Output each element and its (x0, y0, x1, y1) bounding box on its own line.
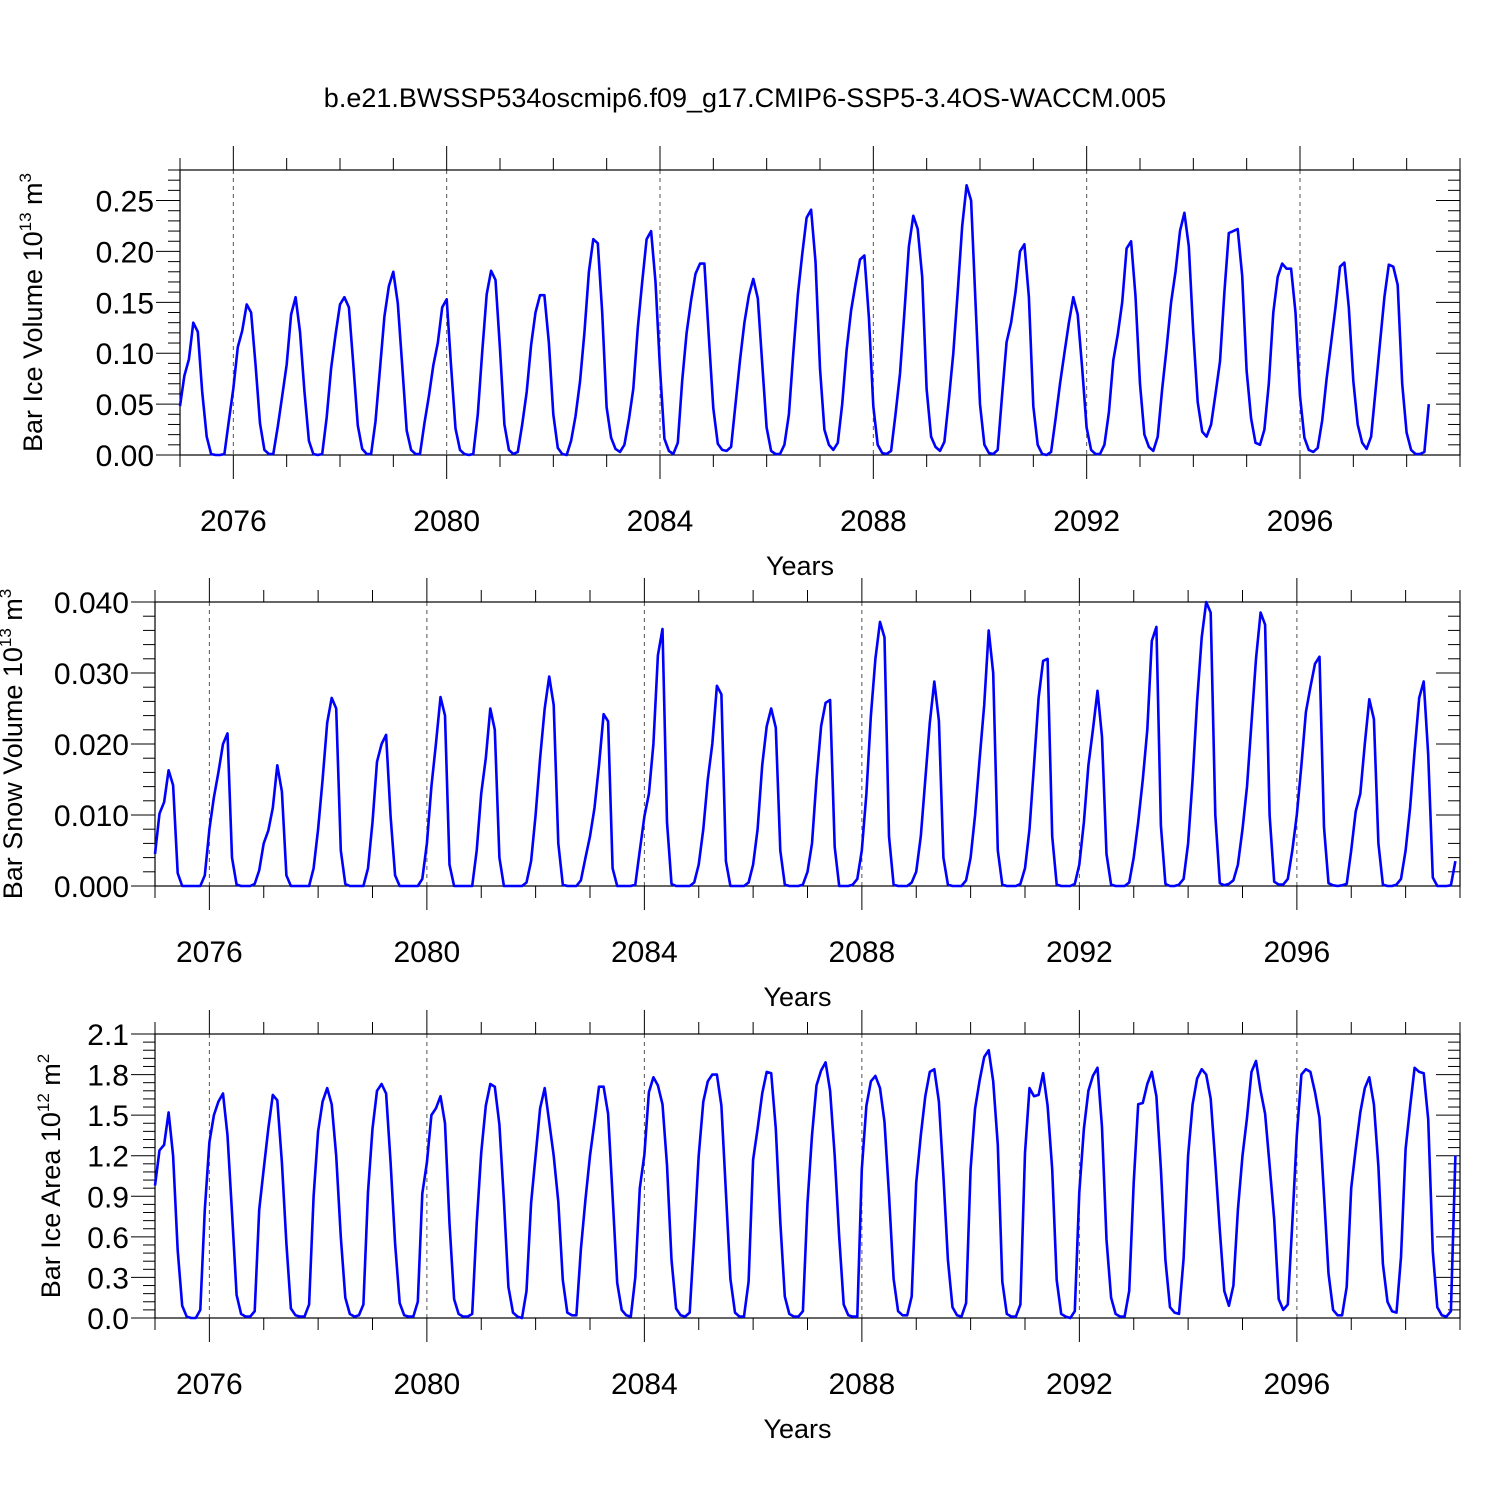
chart-title: b.e21.BWSSP534oscmip6.f09_g17.CMIP6-SSP5… (324, 83, 1166, 113)
y-axis-label-superscript: 13 (0, 628, 15, 647)
x-tick-label: 2076 (176, 936, 243, 969)
x-tick-label: 2084 (611, 936, 678, 969)
x-tick-label: 2096 (1267, 505, 1334, 538)
y-axis-label-text: m (0, 598, 28, 628)
y-tick-label: 0.00 (96, 440, 154, 473)
x-axis-label: Years (766, 551, 834, 581)
y-axis-label-superscript: 3 (0, 589, 15, 598)
y-axis-label-text: m (18, 182, 48, 212)
y-axis-label: Bar Ice Volume 1013 m3 (16, 173, 48, 452)
y-tick-label: 0.9 (87, 1181, 129, 1214)
x-tick-label: 2092 (1046, 936, 1113, 969)
y-tick-label: 0.000 (54, 871, 129, 904)
y-tick-label: 1.8 (87, 1060, 129, 1093)
y-axis-label-superscript: 3 (16, 173, 35, 182)
y-axis-label-text: Bar Ice Volume 10 (18, 231, 48, 452)
y-tick-label: 0.3 (87, 1262, 129, 1295)
x-tick-label: 2080 (394, 1368, 461, 1401)
series-line-1 (178, 184, 1431, 457)
y-tick-label: 0.10 (96, 338, 154, 371)
y-tick-label: 0.030 (54, 658, 129, 691)
x-tick-label: 2092 (1046, 1368, 1113, 1401)
x-tick-label: 2080 (413, 505, 480, 538)
x-tick-label: 2084 (627, 505, 694, 538)
panels: 0.00 0.05 0.10 0.15 0.20 0.25 2076 2080 2084 2088… (0, 146, 1461, 1444)
y-axis-label-superscript: 13 (16, 212, 35, 231)
plot-frame (154, 601, 1461, 887)
series-line-1 (153, 600, 1457, 888)
panel-2: 0.000 0.010 0.020 0.030 0.040 2076 2080 2084 208… (0, 578, 1461, 1012)
y-tick-label: 0.15 (96, 287, 154, 320)
y-tick-label: 0.0 (87, 1303, 129, 1336)
y-tick-label: 0.020 (54, 729, 129, 762)
y-axis-label: Bar Ice Area 1012 m2 (34, 1054, 66, 1299)
plot-frame (179, 169, 1461, 456)
x-tick-label: 2096 (1264, 936, 1331, 969)
y-axis-label-superscript: 2 (34, 1054, 53, 1063)
y-axis-label: Bar Snow Volume 1013 m3 (0, 589, 28, 900)
y-tick-label: 0.25 (96, 186, 154, 219)
x-tick-label: 2088 (840, 505, 907, 538)
x-tick-label: 2096 (1264, 1368, 1331, 1401)
y-tick-label: 0.6 (87, 1222, 129, 1255)
x-tick-label: 2076 (176, 1368, 243, 1401)
y-tick-label: 1.5 (87, 1100, 129, 1133)
x-axis-label: Years (763, 982, 831, 1012)
y-axis-label-text: Bar Ice Area 10 (36, 1112, 66, 1298)
y-axis-label-superscript: 12 (34, 1093, 53, 1112)
panel-1: 0.00 0.05 0.10 0.15 0.20 0.25 2076 2080 2084 2088… (16, 146, 1461, 581)
x-tick-label: 2084 (611, 1368, 678, 1401)
panel-3: 0.0 0.3 0.6 0.9 1.2 1.5 1.8 2.1 2076 2080 2084 2088… (34, 1010, 1461, 1444)
x-tick-label: 2080 (394, 936, 461, 969)
series-line-1 (153, 1048, 1457, 1320)
y-axis-label-text: Bar Snow Volume 10 (0, 647, 28, 899)
x-axis-label: Years (763, 1414, 831, 1444)
x-tick-label: 2092 (1053, 505, 1120, 538)
x-tick-label: 2088 (829, 936, 896, 969)
x-tick-label: 2088 (829, 1368, 896, 1401)
x-tick-label: 2076 (200, 505, 267, 538)
plot-frame (154, 1033, 1461, 1319)
y-tick-label: 0.05 (96, 389, 154, 422)
y-axis-label-text: m (36, 1063, 66, 1093)
y-tick-label: 2.1 (87, 1019, 129, 1052)
y-tick-label: 0.010 (54, 800, 129, 833)
y-tick-label: 1.2 (87, 1141, 129, 1174)
y-tick-label: 0.040 (54, 587, 129, 620)
y-tick-label: 0.20 (96, 236, 154, 269)
